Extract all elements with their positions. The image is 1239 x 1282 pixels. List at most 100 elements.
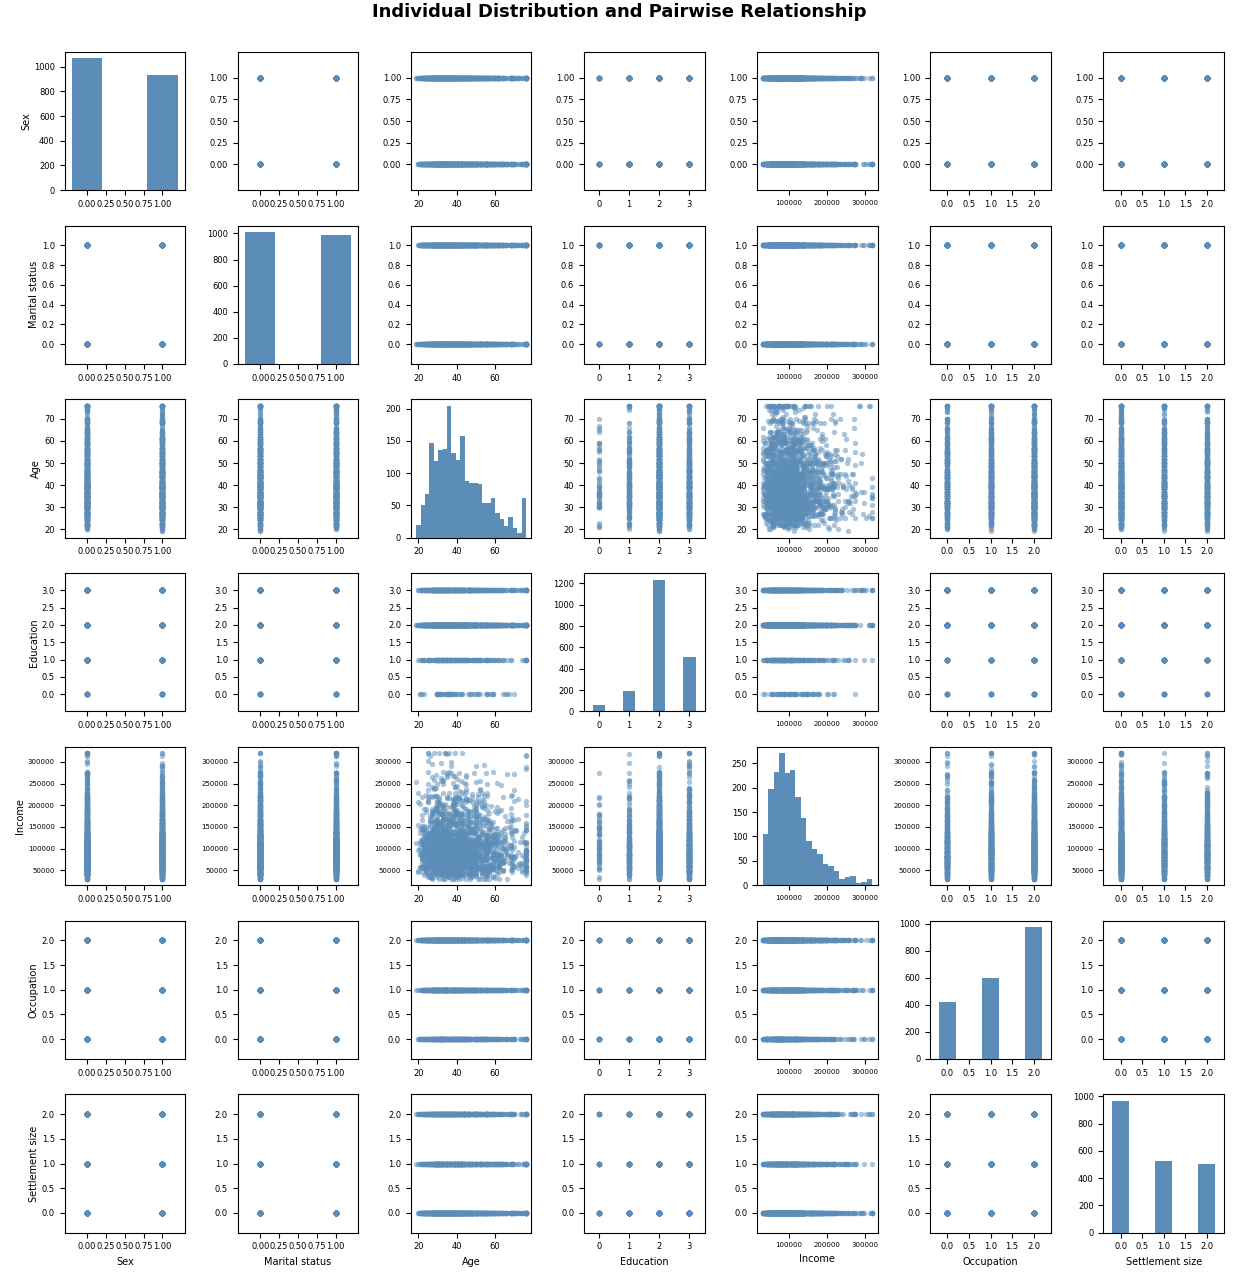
Point [462, 1203, 482, 1223]
Point [250, 615, 270, 636]
Point [980, 1203, 1000, 1223]
Point [451, 855, 471, 876]
Point [679, 154, 699, 174]
Point [77, 813, 97, 833]
Point [501, 797, 520, 818]
Point [649, 931, 669, 951]
Point [152, 1203, 172, 1223]
Point [1110, 333, 1130, 354]
Point [980, 615, 1000, 636]
Point [1110, 1029, 1130, 1050]
Point [649, 860, 669, 881]
Point [451, 931, 471, 951]
Point [620, 1104, 639, 1124]
Point [77, 333, 97, 354]
Point [486, 615, 506, 636]
Point [326, 615, 346, 636]
Point [1023, 333, 1043, 354]
Point [437, 1203, 457, 1223]
Point [1110, 979, 1130, 1000]
Point [1110, 615, 1130, 636]
Point [1154, 473, 1173, 494]
Point [326, 68, 346, 88]
Point [1023, 581, 1043, 601]
Point [456, 615, 476, 636]
Point [773, 482, 793, 503]
Point [1197, 459, 1217, 479]
Point [776, 235, 795, 255]
Point [679, 333, 699, 354]
Point [1023, 1154, 1043, 1174]
Point [768, 1154, 788, 1174]
Point [1197, 931, 1217, 951]
Point [77, 418, 97, 438]
Point [483, 235, 503, 255]
Point [418, 790, 437, 810]
Point [1110, 858, 1130, 878]
Point [1197, 835, 1217, 855]
Point [1110, 333, 1130, 354]
Point [468, 333, 488, 354]
Point [460, 836, 479, 856]
Point [77, 649, 97, 669]
Point [649, 844, 669, 864]
Point [250, 615, 270, 636]
Point [649, 68, 669, 88]
Point [152, 473, 172, 494]
Point [773, 501, 793, 522]
Point [326, 68, 346, 88]
Point [250, 1203, 270, 1223]
Point [589, 333, 608, 354]
Point [1023, 68, 1043, 88]
Point [649, 855, 669, 876]
Point [77, 745, 97, 765]
Point [1023, 850, 1043, 870]
Point [152, 235, 172, 255]
Point [649, 1104, 669, 1124]
Point [434, 1203, 453, 1223]
Point [649, 235, 669, 255]
Point [649, 847, 669, 868]
Point [250, 785, 270, 805]
Point [980, 333, 1000, 354]
Point [1154, 235, 1173, 255]
Point [649, 235, 669, 255]
Point [768, 154, 788, 174]
Point [649, 68, 669, 88]
Point [1110, 154, 1130, 174]
Point [434, 333, 453, 354]
Point [1110, 333, 1130, 354]
Point [77, 235, 97, 255]
Point [1110, 68, 1130, 88]
Point [1023, 615, 1043, 636]
Point [800, 154, 820, 174]
Point [1154, 835, 1173, 855]
Point [326, 154, 346, 174]
Point [649, 479, 669, 500]
Point [483, 154, 503, 174]
Point [77, 235, 97, 255]
Point [476, 235, 496, 255]
Point [679, 1203, 699, 1223]
Point [1023, 154, 1043, 174]
Point [764, 333, 784, 354]
Point [326, 615, 346, 636]
Point [77, 581, 97, 601]
Point [649, 979, 669, 1000]
Point [1023, 488, 1043, 509]
Point [938, 858, 958, 878]
Point [152, 649, 172, 669]
Point [762, 333, 782, 354]
Point [1197, 683, 1217, 704]
Point [326, 68, 346, 88]
Point [1197, 810, 1217, 831]
Point [980, 479, 1000, 500]
Point [434, 615, 453, 636]
Point [792, 154, 812, 174]
Point [326, 459, 346, 479]
Point [1023, 154, 1043, 174]
Point [250, 427, 270, 447]
Point [77, 235, 97, 255]
Point [250, 1154, 270, 1174]
Point [980, 470, 1000, 491]
